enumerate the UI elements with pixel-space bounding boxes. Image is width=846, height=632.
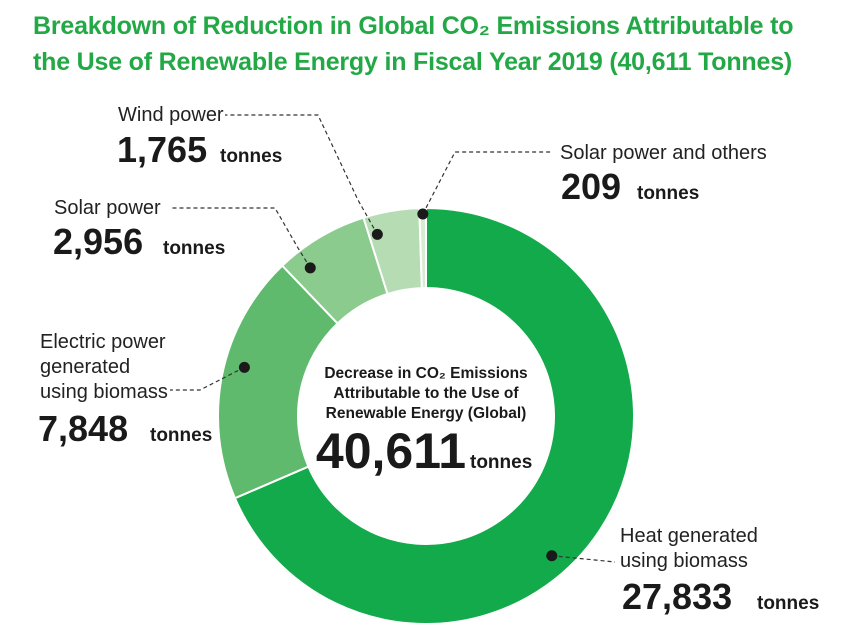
label-heat-unit: tonnes [757, 593, 819, 614]
leader-solar [170, 207, 311, 269]
label-heat-line-1: Heat generated [620, 525, 758, 547]
leader-wind-dot [371, 228, 383, 240]
label-heat-line-2: using biomass [620, 550, 748, 572]
chart-title-line-2: the Use of Renewable Energy in Fiscal Ye… [33, 48, 793, 76]
label-electric-unit: tonnes [150, 425, 212, 446]
center-label: Decrease in CO₂ Emissions Attributable t… [316, 365, 532, 479]
leader-solar-dot [304, 262, 316, 274]
leader-heat-dot [546, 550, 558, 562]
leader-electric-dot [238, 361, 250, 373]
label-electric-value: 7,848 [38, 408, 128, 449]
leader-heat [551, 555, 616, 563]
label-electric-biomass: Electric power generated using biomass 7… [38, 331, 212, 449]
center-total-value: 40,611 [316, 423, 466, 479]
center-text-line-2: Attributable to the Use of [333, 385, 519, 402]
label-heat-value: 27,833 [622, 576, 732, 617]
label-wind-unit: tonnes [220, 146, 282, 167]
label-solar-others-unit: tonnes [637, 183, 699, 204]
label-electric-line-2: generated [40, 356, 130, 378]
label-wind-name: Wind power [118, 104, 224, 126]
leader-solar-others-dot [417, 208, 429, 220]
leader-wind [225, 114, 378, 235]
label-solar-unit: tonnes [163, 238, 225, 259]
label-wind-value: 1,765 [117, 129, 207, 170]
center-text-line-3: Renewable Energy (Global) [326, 405, 527, 422]
slice-electric-biomass [217, 264, 339, 500]
leader-lines [170, 114, 616, 563]
leader-solar-others [422, 151, 552, 215]
label-solar-power: Solar power 2,956 tonnes [53, 197, 225, 262]
label-solar-others-name: Solar power and others [560, 142, 767, 164]
slice-solar-others [418, 206, 427, 290]
label-solar-value: 2,956 [53, 221, 143, 262]
label-heat-biomass: Heat generated using biomass 27,833 tonn… [620, 525, 819, 617]
label-electric-line-1: Electric power [40, 331, 166, 353]
label-solar-others: Solar power and others 209 tonnes [560, 142, 767, 207]
label-electric-line-3: using biomass [40, 381, 168, 403]
label-solar-name: Solar power [54, 197, 161, 219]
leader-electric [170, 366, 245, 391]
label-wind-power: Wind power 1,765 tonnes [117, 104, 282, 170]
center-total-unit: tonnes [470, 452, 532, 473]
chart-title-line-1: Breakdown of Reduction in Global CO₂ Emi… [33, 12, 794, 40]
label-solar-others-value: 209 [561, 166, 621, 207]
slice-heat-biomass [233, 206, 635, 625]
center-text-line-1: Decrease in CO₂ Emissions [324, 365, 527, 382]
